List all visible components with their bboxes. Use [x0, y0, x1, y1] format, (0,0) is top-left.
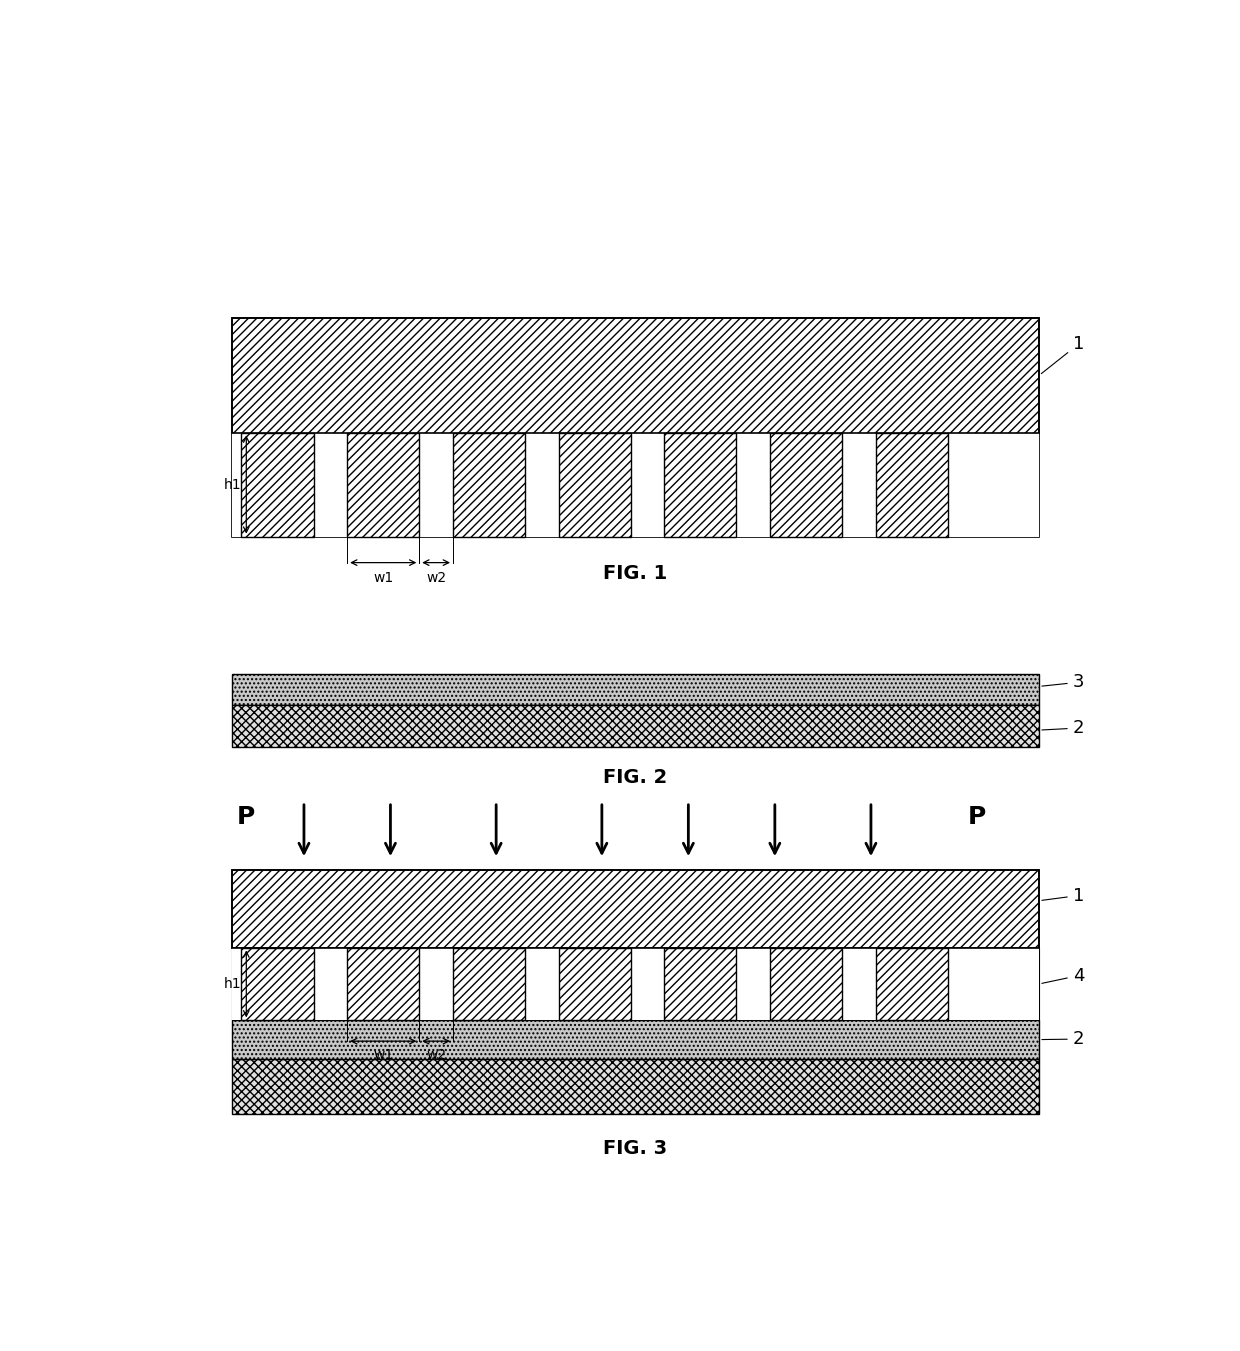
Bar	[314, 947, 347, 1020]
Text: FIG. 2: FIG. 2	[604, 769, 667, 788]
Text: w1: w1	[373, 1048, 393, 1062]
Text: 2: 2	[1042, 719, 1084, 738]
Bar	[558, 432, 631, 536]
Bar	[347, 947, 419, 1020]
Bar	[875, 432, 947, 536]
Bar	[419, 432, 453, 536]
Bar	[232, 1059, 1039, 1115]
Bar	[631, 432, 665, 536]
Bar	[770, 947, 842, 1020]
Bar	[419, 947, 453, 1020]
Bar	[314, 947, 347, 1020]
Text: FIG. 1: FIG. 1	[604, 563, 667, 582]
Bar	[947, 947, 1039, 1020]
Bar	[525, 947, 558, 1020]
Bar	[770, 432, 842, 536]
Bar	[631, 947, 665, 1020]
Text: h1: h1	[224, 478, 242, 492]
Text: P: P	[237, 805, 255, 830]
Text: FIG. 3: FIG. 3	[604, 1139, 667, 1158]
Bar	[842, 947, 875, 1020]
Bar	[232, 870, 1039, 947]
Text: w2: w2	[427, 571, 446, 585]
Bar	[232, 870, 1039, 947]
Bar	[737, 947, 770, 1020]
Bar	[665, 947, 737, 1020]
Bar	[875, 947, 947, 1020]
Bar	[525, 432, 558, 536]
Bar	[314, 432, 347, 536]
Bar	[453, 432, 525, 536]
Bar	[947, 947, 1039, 1020]
Bar	[232, 947, 242, 1020]
Bar	[232, 1020, 1039, 1059]
Text: 4: 4	[1042, 966, 1084, 985]
Bar	[242, 432, 314, 536]
Bar	[737, 947, 770, 1020]
Bar	[232, 947, 242, 1020]
Text: 2: 2	[1042, 1029, 1084, 1048]
Bar	[232, 319, 1039, 432]
Bar	[232, 674, 1039, 705]
Text: 1: 1	[1042, 335, 1084, 374]
Bar	[558, 947, 631, 1020]
Text: h1: h1	[224, 977, 242, 990]
Bar	[242, 947, 314, 1020]
Bar	[232, 705, 1039, 747]
Bar	[842, 947, 875, 1020]
Text: w2: w2	[427, 1048, 446, 1062]
Bar	[842, 432, 875, 536]
Text: 3: 3	[1042, 673, 1084, 692]
Text: P: P	[967, 805, 986, 830]
Bar	[453, 947, 525, 1020]
Bar	[947, 432, 1039, 536]
Bar	[737, 432, 770, 536]
Bar	[232, 432, 242, 536]
Bar	[525, 947, 558, 1020]
Text: w1: w1	[373, 571, 393, 585]
Bar	[347, 432, 419, 536]
Bar	[631, 947, 665, 1020]
Bar	[232, 317, 1039, 536]
Bar	[665, 432, 737, 536]
Bar	[419, 947, 453, 1020]
Text: 1: 1	[1042, 886, 1084, 905]
